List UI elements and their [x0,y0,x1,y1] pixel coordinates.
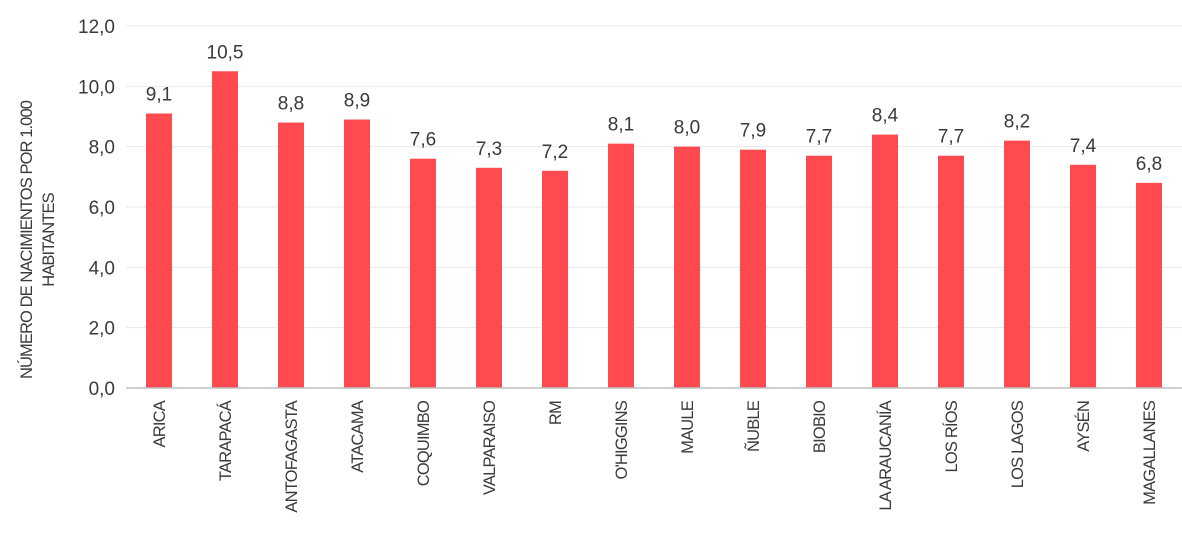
y-axis-title-line-2: HABITANTES [40,192,58,286]
category-label: ÑUBLE [743,400,763,452]
category-label: RM [547,401,565,425]
category-label: COQUIMBO [415,400,433,486]
data-label: 7,2 [542,142,568,163]
bar [674,146,700,388]
y-tick-label: 10,0 [78,77,115,98]
category-label: LA ARAUCANÍA [876,400,895,510]
bars [146,71,1162,389]
bar [1004,140,1030,388]
bar [212,71,238,388]
category-label: ANTOFAGASTA [283,400,301,512]
category-label: LOS RÍOS [942,400,961,472]
data-label: 7,4 [1070,136,1097,157]
bar [1136,182,1162,388]
data-label: 8,8 [278,94,304,115]
bar [542,170,568,388]
data-label: 10,5 [207,42,244,63]
bar [938,155,964,388]
category-label: BIOBIO [811,400,829,453]
bar [608,143,634,388]
data-label: 8,9 [344,91,370,112]
y-tick-label: 12,0 [78,17,115,38]
data-label: 8,2 [1004,112,1030,133]
y-tick-label: 6,0 [89,198,115,219]
y-tick-label: 8,0 [89,138,115,159]
y-axis-title: NÚMERO DE NACIMIENTOS POR 1.000 HABITANT… [17,100,58,379]
category-label: LOS LAGOS [1009,400,1027,488]
data-label: 7,7 [938,127,964,148]
bar [344,119,370,389]
bar [740,149,766,388]
y-axis-title-line-1: NÚMERO DE NACIMIENTOS POR 1.000 [17,100,36,379]
category-label: ATACAMA [349,400,367,473]
category-label: VALPARAISO [481,400,499,495]
bar [476,167,502,388]
y-tick-label: 0,0 [89,379,115,400]
category-label: TARAPACÁ [216,400,235,481]
bar [872,134,898,388]
bar [1070,164,1096,388]
bar [806,155,832,388]
y-axis-tick-labels: 0,0 2,0 4,0 6,0 8,0 10,0 12,0 [78,17,115,400]
data-label: 7,3 [476,139,502,160]
bar [146,113,172,388]
data-label: 7,9 [740,121,766,142]
data-label: 7,6 [410,130,436,151]
category-label: MAGALLANES [1141,400,1159,505]
category-label: MAULE [679,400,697,454]
data-label: 8,4 [872,106,899,127]
x-axis-category-labels: ARICA TARAPACÁ ANTOFAGASTA ATACAMA COQUIMBO V… [151,400,1159,513]
category-label: AYSÉN [1074,401,1093,452]
data-label: 8,0 [674,118,700,139]
y-tick-label: 4,0 [89,258,115,279]
data-label: 9,1 [146,84,172,105]
data-label: 8,1 [608,115,634,136]
bar [410,158,436,388]
data-label: 6,8 [1136,154,1162,175]
data-labels: 9,1 10,5 8,8 8,9 7,6 7,3 7,2 8,1 8,0 7,9 7,7 8,4 7,7… [146,42,1162,175]
category-label: ARICA [151,400,169,447]
y-tick-label: 2,0 [89,319,115,340]
data-label: 7,7 [806,127,832,148]
category-label: O'HIGGINS [613,400,631,479]
bar [278,122,304,389]
